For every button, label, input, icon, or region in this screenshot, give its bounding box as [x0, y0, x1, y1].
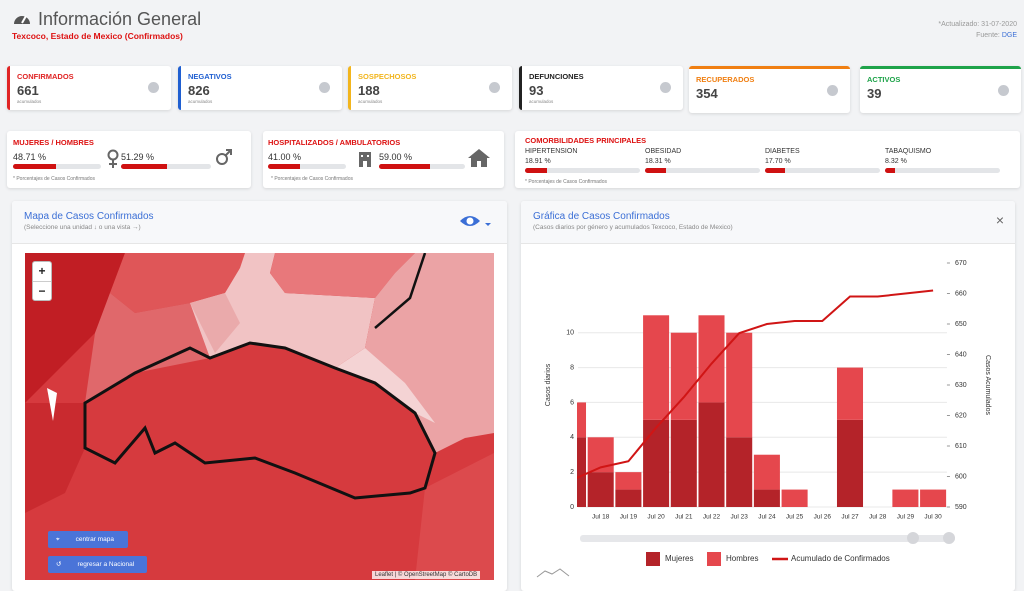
card-note: acumulados	[188, 99, 213, 104]
card-label: NEGATIVOS	[188, 72, 232, 81]
note: * Porcentajes de Casos Confirmados	[13, 176, 95, 182]
pct-label: 41.00 %	[268, 152, 302, 162]
pct-track	[885, 168, 1000, 173]
pct-bar	[765, 168, 786, 173]
close-button[interactable]: ×	[995, 212, 1004, 228]
comorbidity-pct: 18.91 %	[525, 158, 551, 165]
stat-card: RECUPERADOS 354	[689, 66, 850, 113]
card-icon	[827, 85, 838, 96]
stat-card: NEGATIVOS 826 acumulados	[178, 66, 342, 110]
button-label: centrar mapa	[75, 536, 114, 543]
card-value: 354	[696, 86, 718, 101]
map-button[interactable]: ↺ regresar a Nacional	[48, 556, 147, 573]
button-label: regresar a Nacional	[77, 561, 135, 568]
card-note: acumulados	[17, 99, 42, 104]
gauge-icon	[14, 15, 30, 24]
panel-header: Mapa de Casos Confirmados (Seleccione un…	[12, 201, 507, 244]
page-title: Información General	[38, 9, 202, 29]
card-icon	[489, 82, 500, 93]
pct-bar	[525, 168, 547, 173]
card-value: 826	[188, 83, 210, 98]
map-attribution: Leaflet | © OpenStreetMap © CartoDB	[372, 571, 481, 579]
comorbidity-name: DIABETES	[765, 148, 800, 155]
panel-header: Gráfica de Casos Confirmados (Casos diar…	[521, 201, 1015, 244]
card-label: SOSPECHOSOS	[358, 72, 417, 81]
house-icon	[468, 149, 490, 167]
card-value: 93	[529, 83, 544, 98]
female-icon	[107, 149, 119, 168]
card-icon	[660, 82, 671, 93]
card-label: CONFIRMADOS	[17, 72, 74, 81]
page-subtitle: Texcoco, Estado de Mexico (Confirmados)	[12, 31, 183, 41]
gender-box: MUJERES / HOMBRES 48.71 % 51.29 % * Porc…	[7, 131, 251, 188]
pct-bar	[268, 164, 300, 169]
note: * Porcentajes de Casos Confirmados	[271, 176, 353, 182]
card-value: 188	[358, 83, 380, 98]
pct-bar	[645, 168, 667, 173]
updated: *Actualizado: 31-07-2020	[938, 21, 1017, 28]
stat-card: SOSPECHOSOS 188 acumulados	[348, 66, 512, 110]
pct-label: 51.29 %	[121, 152, 155, 162]
comorbidity-pct: 8.32 %	[885, 158, 907, 165]
pct-bar	[379, 164, 430, 169]
pct-track	[13, 164, 101, 169]
map-button[interactable]: ⌖ centrar mapa	[48, 531, 128, 548]
card-label: ACTIVOS	[867, 75, 901, 84]
pct-bar	[885, 168, 895, 173]
comorbidity-name: HIPERTENSION	[525, 148, 578, 155]
source-link[interactable]: DGE	[1001, 32, 1017, 39]
pct-bar	[13, 164, 56, 169]
card-label: DEFUNCIONES	[529, 72, 584, 81]
map-panel: Mapa de Casos Confirmados (Seleccione un…	[12, 201, 507, 591]
pct-track	[268, 164, 346, 169]
pct-bar	[121, 164, 168, 169]
zoom-in[interactable]: +	[33, 262, 51, 282]
stat-card: DEFUNCIONES 93 acumulados	[519, 66, 683, 110]
card-icon	[148, 82, 159, 93]
comorbidity-pct: 17.70 %	[765, 158, 791, 165]
male-icon	[216, 149, 232, 165]
chart-panel: Gráfica de Casos Confirmados (Casos diar…	[521, 201, 1015, 591]
card-note: acumulados	[358, 99, 383, 104]
pct-track	[121, 164, 211, 169]
comorbidities-title: COMORBILIDADES PRINCIPALES	[525, 136, 647, 145]
card-icon	[319, 82, 330, 93]
map[interactable]	[25, 253, 494, 580]
stat-card: CONFIRMADOS 661 acumulados	[7, 66, 171, 110]
card-value: 39	[867, 86, 882, 101]
pct-track	[645, 168, 760, 173]
source-label: Fuente:	[976, 32, 1000, 39]
stat-card: ACTIVOS 39	[860, 66, 1021, 113]
gender-title: MUJERES / HOMBRES	[13, 138, 94, 147]
note: * Porcentajes de Casos Confirmados	[525, 179, 607, 185]
comorbidities-box: COMORBILIDADES PRINCIPALES * Porcentajes…	[515, 131, 1020, 188]
source: Fuente: DGE	[976, 32, 1017, 39]
panel-title: Gráfica de Casos Confirmados	[533, 211, 670, 222]
panel-subtitle: (Seleccione una unidad ↓ o una vista →)	[24, 224, 141, 231]
card-value: 661	[17, 83, 39, 98]
zoom-control: + −	[32, 261, 52, 301]
view-toggle[interactable]	[459, 213, 493, 231]
comorbidity-name: OBESIDAD	[645, 148, 682, 155]
pct-label: 48.71 %	[13, 152, 47, 162]
comorbidity-name: TABAQUISMO	[885, 148, 932, 155]
card-note: acumulados	[529, 99, 554, 104]
card-label: RECUPERADOS	[696, 75, 755, 84]
pct-label: 59.00 %	[379, 152, 413, 162]
panel-title: Mapa de Casos Confirmados	[24, 211, 154, 222]
pct-track	[765, 168, 880, 173]
card-icon	[998, 85, 1009, 96]
hospital-title: HOSPITALIZADOS / AMBULATORIOS	[268, 138, 401, 147]
hospital-icon	[359, 152, 371, 167]
comorbidity-pct: 18.31 %	[645, 158, 671, 165]
hospital-box: HOSPITALIZADOS / AMBULATORIOS 41.00 % 59…	[263, 131, 504, 188]
panel-subtitle: (Casos diarios por género y acumulados T…	[533, 224, 733, 231]
pct-track	[525, 168, 640, 173]
pct-track	[379, 164, 465, 169]
zoom-out[interactable]: −	[38, 284, 46, 298]
